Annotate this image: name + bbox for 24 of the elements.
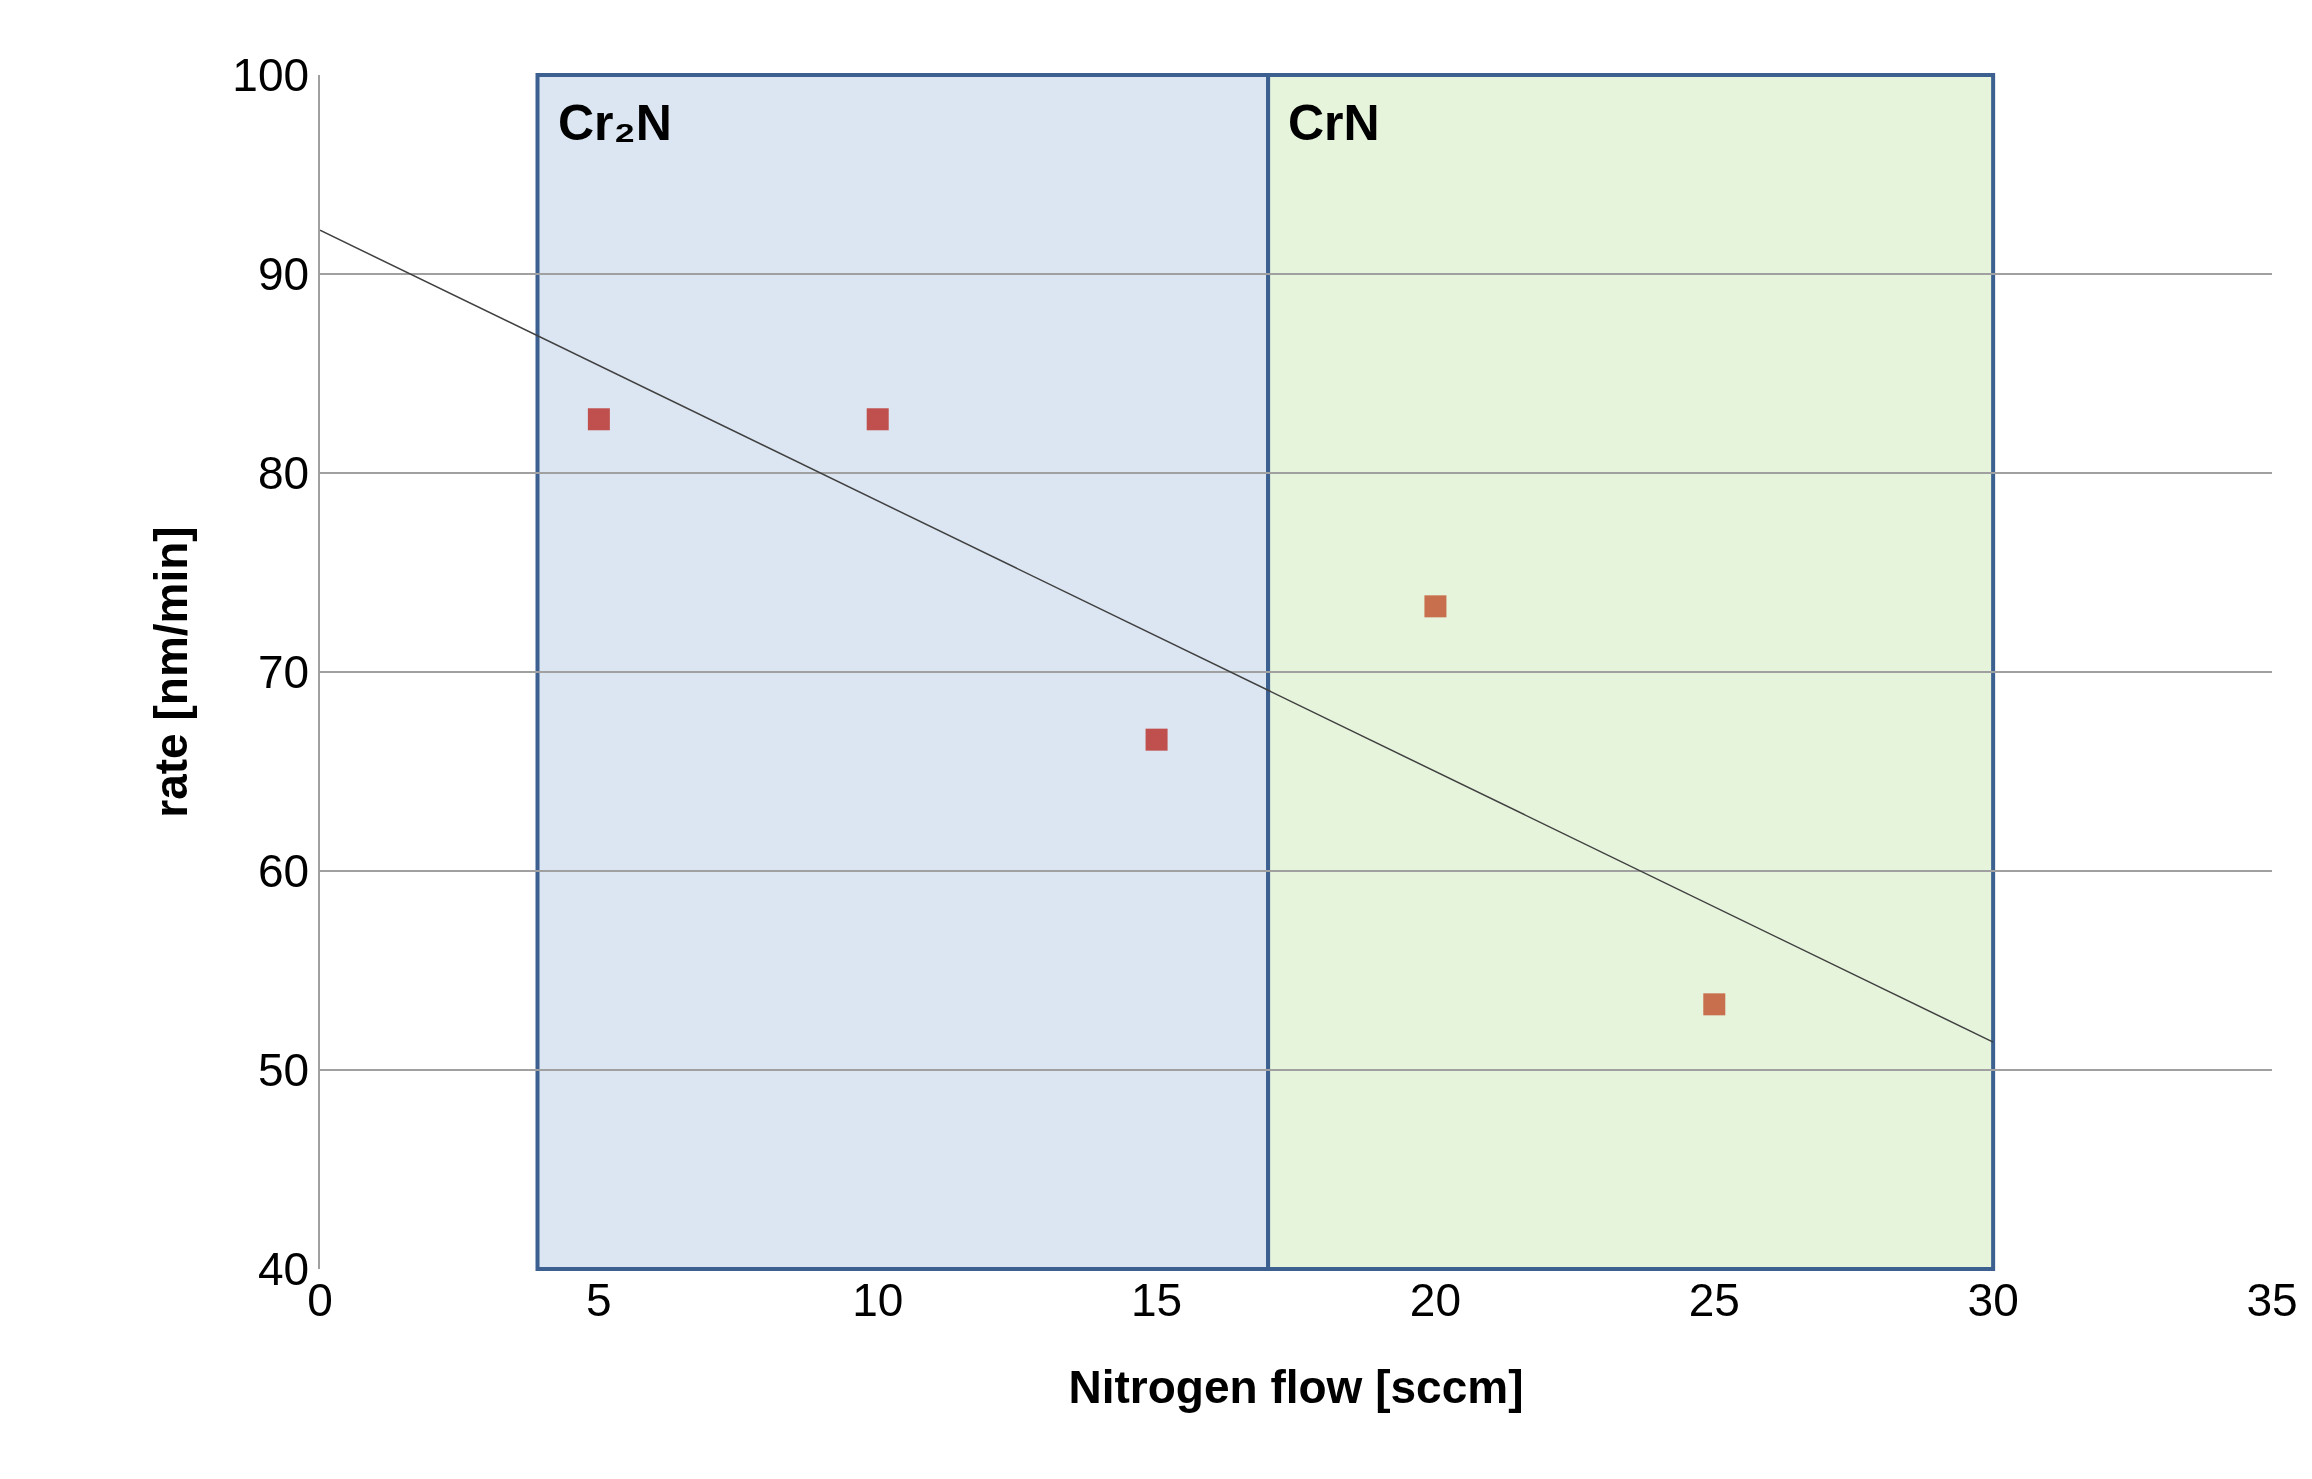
x-tick-label: 10: [852, 1274, 904, 1326]
x-tick-label: 0: [307, 1274, 333, 1326]
y-tick-label: 100: [232, 49, 310, 102]
x-tick-label: 20: [1409, 1274, 1462, 1326]
x-tick-label: 30: [1967, 1274, 2019, 1326]
band-label: Cr₂N: [558, 95, 672, 151]
y-tick-label: 50: [257, 1044, 310, 1097]
y-tick-label: 40: [257, 1243, 310, 1296]
band-label: CrN: [1288, 95, 1380, 151]
x-tick-label: 25: [1688, 1274, 1740, 1326]
y-axis-title: rate [nm/min]: [145, 526, 198, 818]
x-tick-label: 5: [586, 1274, 612, 1326]
x-tick-label: 35: [2246, 1274, 2298, 1326]
y-tick-label: 80: [257, 447, 310, 500]
y-tick-label: 90: [257, 248, 310, 301]
x-tick-label: 15: [1130, 1274, 1183, 1326]
point: [587, 408, 610, 431]
y-tick-label: 70: [257, 646, 310, 699]
x-axis-title: Nitrogen flow [sccm]: [1068, 1360, 1524, 1413]
y-tick-label: 60: [257, 845, 310, 898]
point: [1424, 595, 1447, 618]
point: [1145, 728, 1168, 751]
point: [1703, 993, 1726, 1016]
point: [866, 408, 889, 431]
